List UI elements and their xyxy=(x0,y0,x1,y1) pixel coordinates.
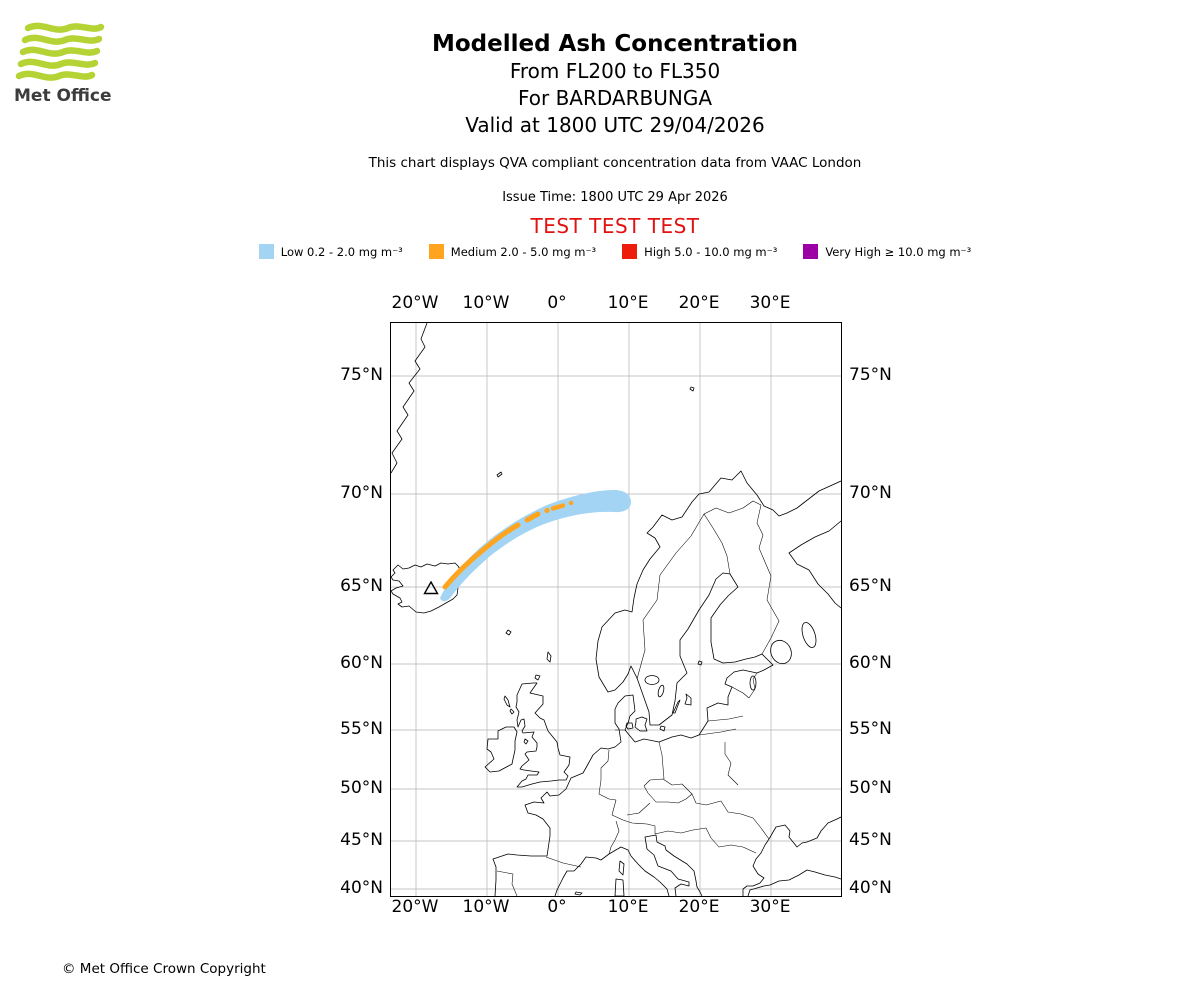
map-svg xyxy=(391,323,841,896)
lon-label-bottom-10e: 10°E xyxy=(607,897,649,917)
coast-scandinavia-continent xyxy=(492,470,841,896)
lat-label-left-50n: 50°N xyxy=(340,778,383,798)
lake-onega xyxy=(801,622,817,648)
island-bear-island xyxy=(689,386,695,392)
volcano-triangle-marker xyxy=(423,580,439,595)
subtitle-volcano: For BARDARBUNGA xyxy=(517,86,713,110)
lon-label-top-30e: 30°E xyxy=(749,293,791,313)
lon-label-top-20w: 20°W xyxy=(391,293,439,313)
lake-vanern xyxy=(644,675,660,685)
chart-header: Modelled Ash Concentration From FL200 to… xyxy=(30,30,1200,238)
island-jan-mayen xyxy=(496,471,503,478)
island-aland xyxy=(697,660,703,666)
coast-white-sea-kola xyxy=(788,520,841,609)
island-balearic xyxy=(574,891,583,896)
coastlines xyxy=(391,323,841,896)
island-oland xyxy=(672,699,681,714)
legend-swatch-low xyxy=(258,244,274,259)
lat-label-left-60n: 60°N xyxy=(340,653,383,673)
lat-label-left-45n: 45°N xyxy=(340,830,383,850)
lon-label-bottom-20e: 20°E xyxy=(678,897,720,917)
island-shetland xyxy=(546,651,552,663)
island-orkney xyxy=(534,674,541,681)
copyright-notice: © Met Office Crown Copyright xyxy=(62,961,266,977)
met-office-logo-waves xyxy=(15,22,105,81)
coast-adriatic xyxy=(644,834,703,896)
islands xyxy=(496,386,703,896)
island-corsica xyxy=(618,860,625,876)
island-isle-of-man xyxy=(523,738,529,745)
lon-label-top-10w: 10°W xyxy=(462,293,510,313)
issue-time: Issue Time: 1800 UTC 29 Apr 2026 xyxy=(502,190,728,205)
map-panel xyxy=(390,322,842,897)
lat-label-left-40n: 40°N xyxy=(340,878,383,898)
subtitle-flight-levels: From FL200 to FL350 xyxy=(509,59,721,83)
lat-label-right-50n: 50°N xyxy=(849,778,892,798)
legend-label-high: High 5.0 - 10.0 mg m⁻³ xyxy=(644,244,778,259)
lake-ladoga xyxy=(770,639,792,665)
legend-item-high: High 5.0 - 10.0 mg m⁻³ xyxy=(622,244,777,259)
legend-swatch-very-high xyxy=(803,244,819,259)
island-zealand xyxy=(634,716,648,732)
legend-swatch-high xyxy=(622,244,638,259)
lake-vattern xyxy=(657,684,665,698)
legend-item-medium: Medium 2.0 - 5.0 mg m⁻³ xyxy=(428,244,597,259)
ash-plume-medium xyxy=(442,500,574,590)
test-banner: TEST TEST TEST xyxy=(530,214,700,238)
lat-label-left-70n: 70°N xyxy=(340,483,383,503)
legend-label-medium: Medium 2.0 - 5.0 mg m⁻³ xyxy=(450,244,597,259)
page-title: Modelled Ash Concentration xyxy=(431,31,799,57)
island-bornholm xyxy=(659,725,666,732)
lat-label-left-55n: 55°N xyxy=(340,719,383,739)
legend-swatch-medium xyxy=(428,244,444,259)
met-office-logo-text: Met Office xyxy=(14,86,112,106)
lon-label-bottom-20w: 20°W xyxy=(391,897,439,917)
legend-item-very-high: Very High ≥ 10.0 mg m⁻³ xyxy=(803,244,971,259)
lat-label-right-70n: 70°N xyxy=(849,483,892,503)
legend-label-low: Low 0.2 - 2.0 mg m⁻³ xyxy=(280,244,403,259)
coast-great-britain xyxy=(515,682,571,788)
lat-label-right-60n: 60°N xyxy=(849,653,892,673)
lat-label-right-65n: 65°N xyxy=(849,576,892,596)
lon-label-bottom-0: 0° xyxy=(547,897,567,917)
subtitle-valid-time: Valid at 1800 UTC 29/04/2026 xyxy=(465,113,765,137)
concentration-legend: Low 0.2 - 2.0 mg m⁻³ Medium 2.0 - 5.0 mg… xyxy=(30,244,1200,259)
lakes xyxy=(644,622,817,698)
lon-label-top-20e: 20°E xyxy=(678,293,720,313)
island-gotland xyxy=(684,693,692,706)
coast-black-sea xyxy=(742,816,841,896)
coast-greenland xyxy=(391,323,428,474)
lat-label-right-40n: 40°N xyxy=(849,878,892,898)
lat-label-right-55n: 55°N xyxy=(849,719,892,739)
island-sardinia xyxy=(614,878,625,896)
legend-label-very-high: Very High ≥ 10.0 mg m⁻³ xyxy=(825,244,972,259)
island-hebrides xyxy=(503,695,515,715)
country-borders xyxy=(496,500,780,896)
lat-label-left-65n: 65°N xyxy=(340,576,383,596)
coast-ireland xyxy=(484,726,518,773)
graticule-gridlines xyxy=(391,323,841,896)
lat-label-left-75n: 75°N xyxy=(340,365,383,385)
coast-iceland xyxy=(391,562,462,614)
legend-item-low: Low 0.2 - 2.0 mg m⁻³ xyxy=(258,244,403,259)
lake-peipus xyxy=(749,675,757,691)
island-funen xyxy=(625,722,634,730)
qva-disclaimer: This chart displays QVA compliant concen… xyxy=(368,155,862,171)
lon-label-top-0: 0° xyxy=(547,293,567,313)
coast-anatolia xyxy=(747,869,841,896)
lat-label-right-45n: 45°N xyxy=(849,830,892,850)
lon-label-bottom-10w: 10°W xyxy=(462,897,510,917)
met-office-logo: Met Office xyxy=(14,20,114,106)
ash-plume-low xyxy=(440,490,631,602)
lat-label-right-75n: 75°N xyxy=(849,365,892,385)
lon-label-top-10e: 10°E xyxy=(607,293,649,313)
island-faroe xyxy=(505,629,512,636)
lon-label-bottom-30e: 30°E xyxy=(749,897,791,917)
